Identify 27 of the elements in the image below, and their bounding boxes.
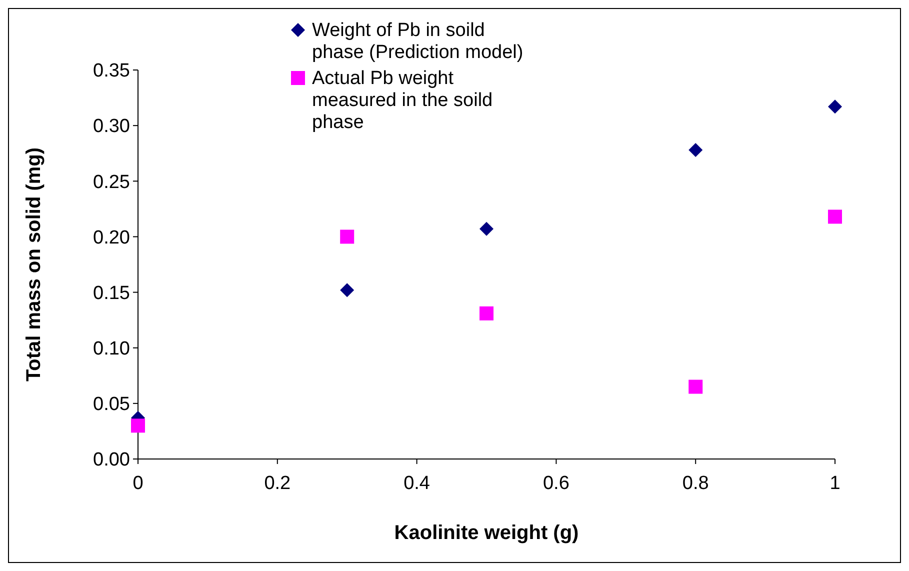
y-tick-label: 0.05 bbox=[93, 394, 130, 416]
y-tick-label: 0.15 bbox=[93, 282, 130, 304]
point bbox=[340, 230, 354, 244]
y-tick-label: 0.30 bbox=[93, 116, 130, 138]
y-tick-label: 0.25 bbox=[93, 172, 130, 193]
point bbox=[480, 306, 494, 320]
x-tick-label: 0.2 bbox=[264, 473, 291, 494]
y-tick-label: 0.00 bbox=[93, 450, 130, 471]
point bbox=[688, 143, 703, 158]
x-tick-label: 1 bbox=[830, 473, 840, 494]
point bbox=[828, 210, 842, 224]
y-tick-label: 0.10 bbox=[93, 338, 130, 360]
legend-label: Actual Pb weight measured in the soild phase bbox=[312, 68, 493, 133]
x-tick-label: 0.8 bbox=[682, 473, 709, 494]
point bbox=[480, 222, 494, 236]
legend-label: Weight of Pb in soild phase (Prediction model) bbox=[312, 20, 524, 63]
y-axis-title: Total mass on solid (mg) bbox=[23, 147, 45, 382]
x-axis-title: Kaolinite weight (g) bbox=[394, 522, 579, 544]
x-tick-label: 0 bbox=[132, 473, 144, 494]
point bbox=[688, 380, 703, 394]
x-tick-label: 0.6 bbox=[542, 473, 570, 494]
point bbox=[131, 418, 145, 433]
point bbox=[828, 100, 842, 114]
point bbox=[340, 283, 354, 298]
y-tick-label: 0.20 bbox=[93, 227, 130, 248]
y-tick-label: 0.35 bbox=[93, 60, 130, 82]
x-tick-label: 0.4 bbox=[404, 473, 430, 494]
